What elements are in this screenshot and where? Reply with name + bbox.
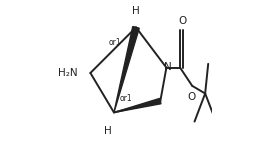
Text: or1: or1 (120, 93, 133, 103)
Text: H: H (132, 6, 140, 16)
Text: O: O (178, 16, 187, 26)
Text: or1: or1 (109, 38, 122, 47)
Text: O: O (188, 92, 196, 102)
Text: H: H (104, 126, 112, 136)
Polygon shape (114, 98, 161, 112)
Polygon shape (114, 26, 139, 112)
Text: H₂N: H₂N (58, 68, 78, 78)
Text: N: N (164, 62, 172, 72)
